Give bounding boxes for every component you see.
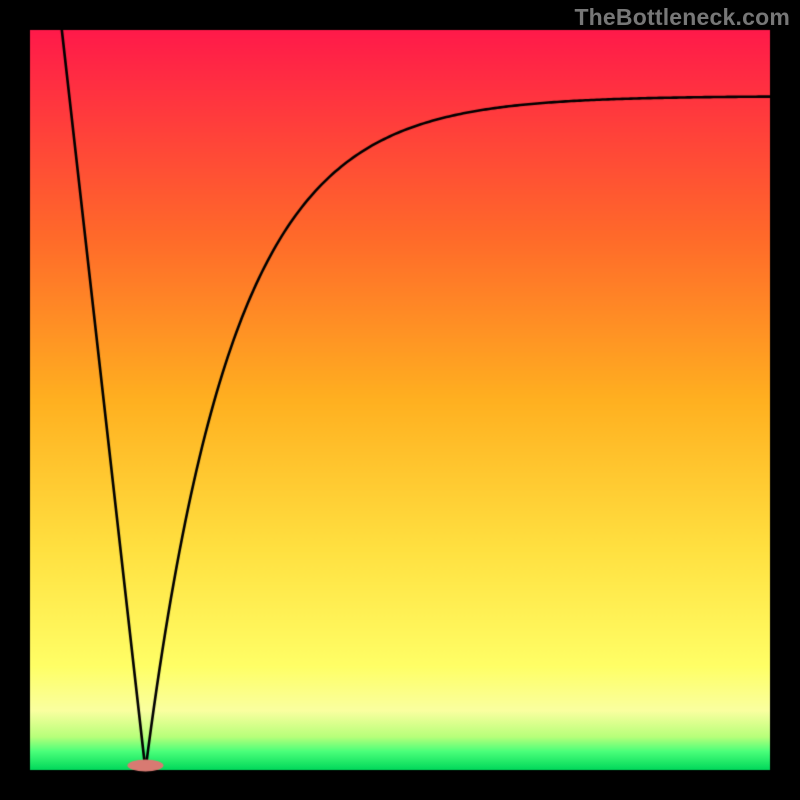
chart-container: TheBottleneck.com: [0, 0, 800, 800]
bottleneck-chart-canvas: [0, 0, 800, 800]
watermark-text: TheBottleneck.com: [574, 4, 790, 31]
